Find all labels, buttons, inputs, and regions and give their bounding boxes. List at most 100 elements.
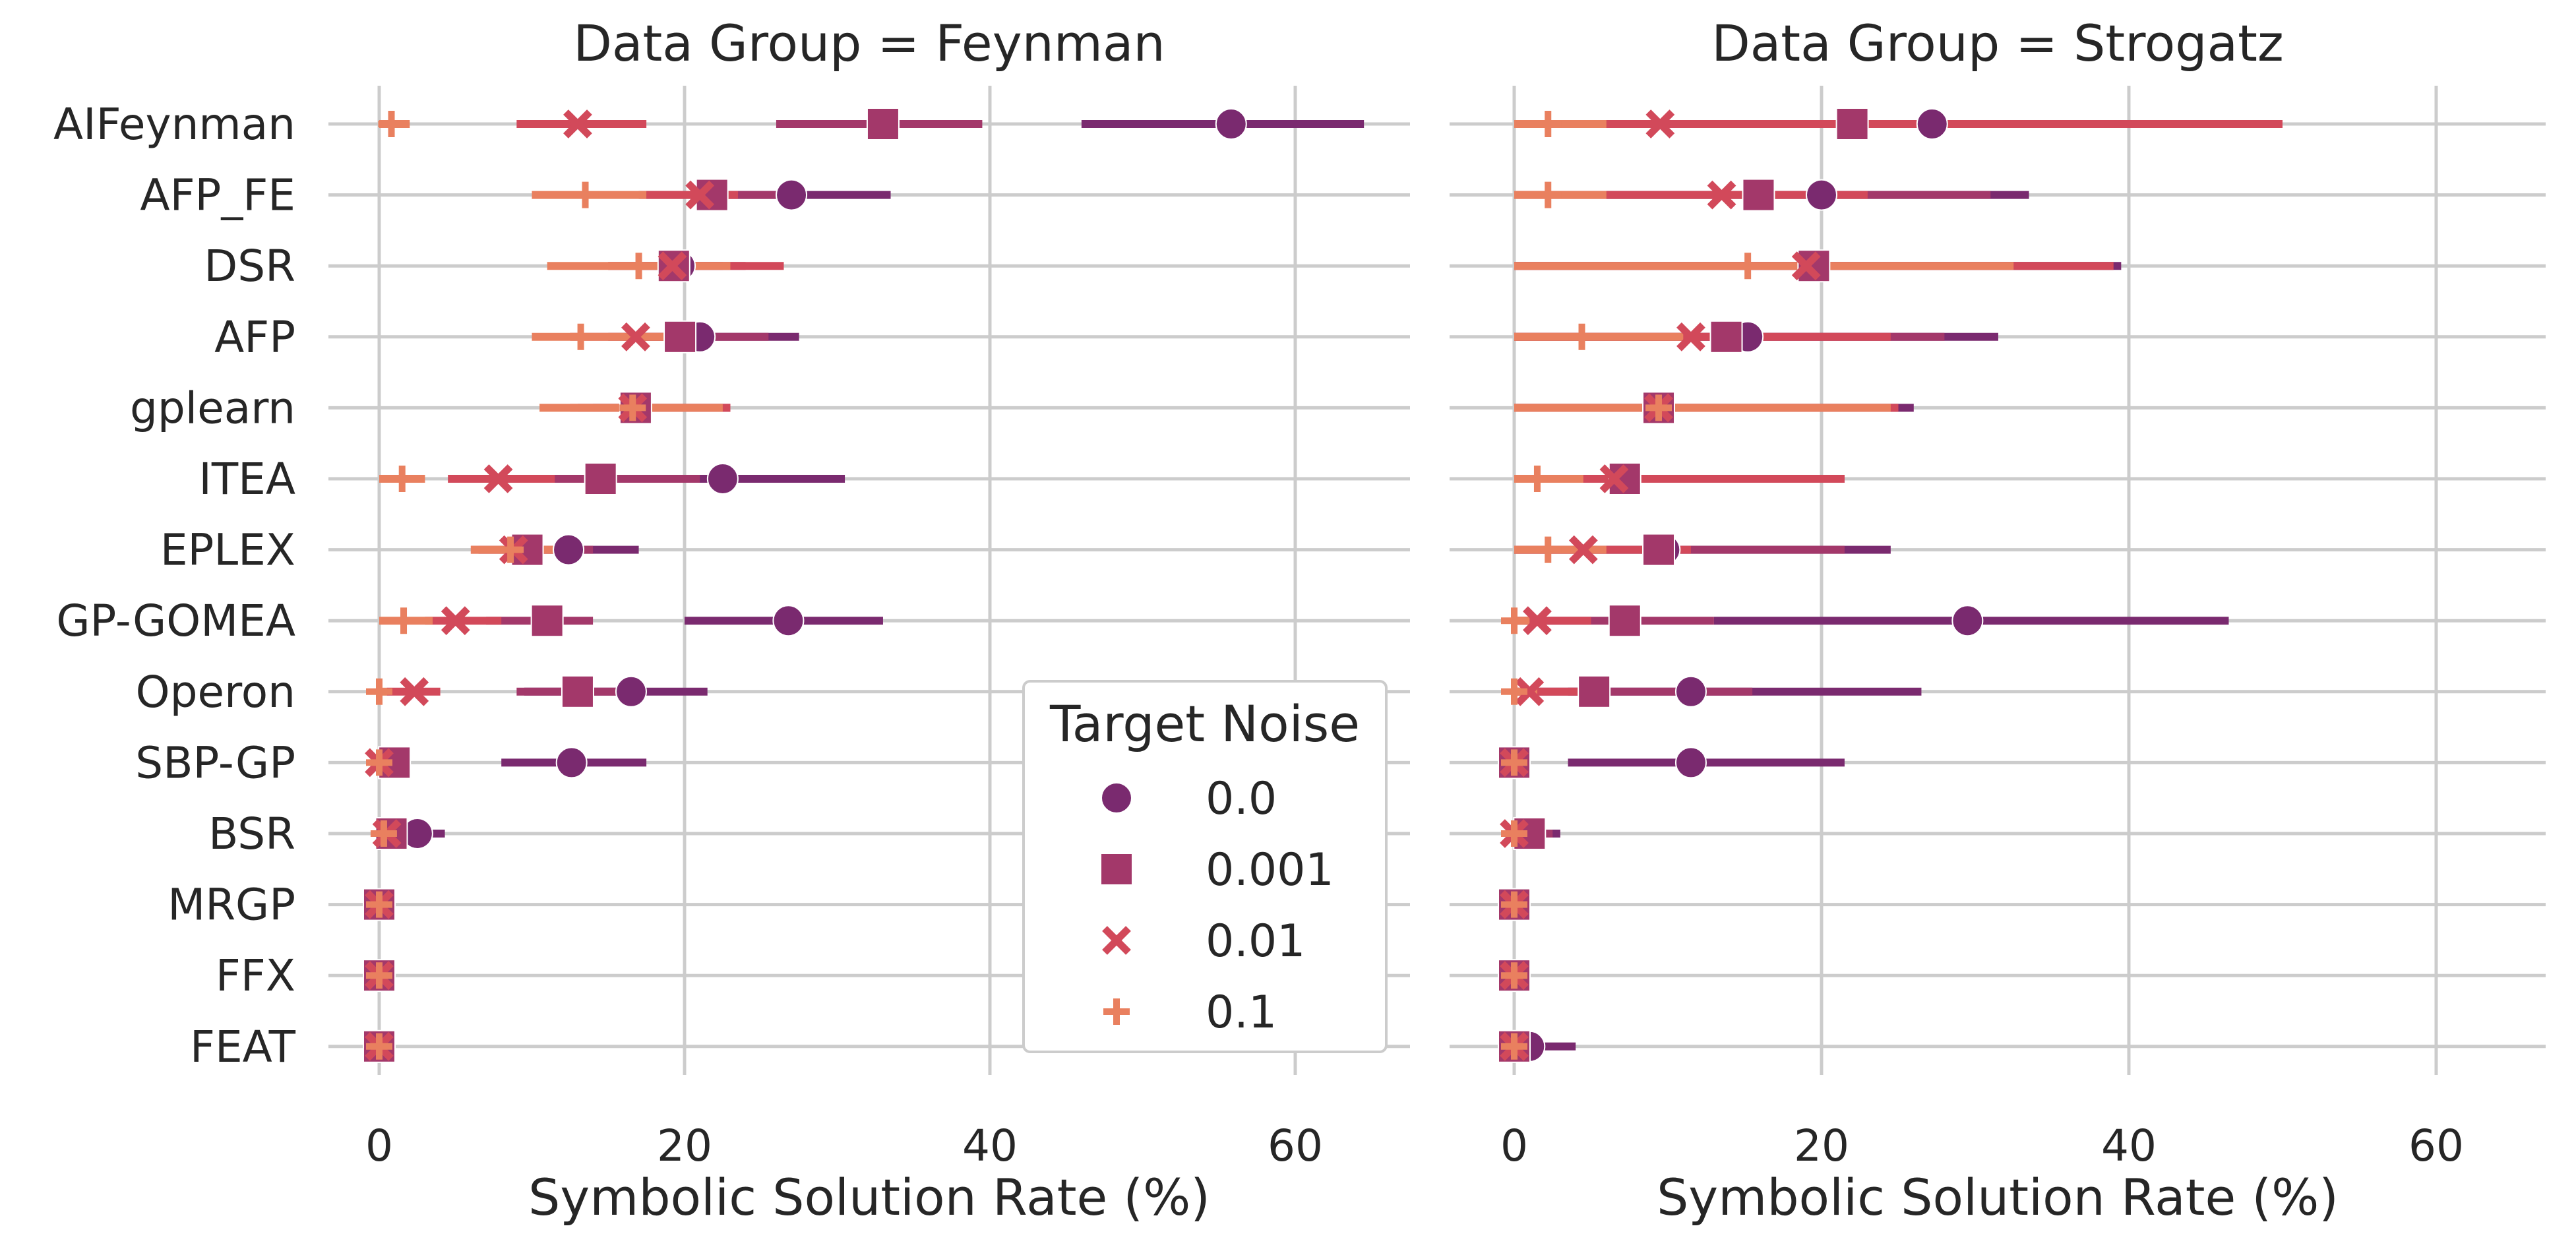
point-0-01-afp-fe xyxy=(1707,180,1736,210)
point-0-01-aifeynman xyxy=(1645,109,1675,138)
legend: Target Noise 0.0 0.001 0.01 0.1 xyxy=(1022,680,1388,1053)
point-0-1-afp-fe xyxy=(1535,181,1562,208)
point-0-1-aifeynman xyxy=(1535,111,1562,137)
point-0-01-afp xyxy=(621,322,650,351)
point-0-0-sbp-gp xyxy=(1674,747,1707,779)
legend-marker-0-01 xyxy=(1102,926,1131,955)
point-0-1-eplex xyxy=(1535,536,1562,563)
y-tick-label-gp-gomea: GP-GOMEA xyxy=(56,596,295,646)
y-tick-label-dsr: DSR xyxy=(204,241,295,291)
y-tick-label-sbp-gp: SBP-GP xyxy=(135,737,295,788)
point-0-01-dsr xyxy=(1791,251,1821,281)
legend-title: Target Noise xyxy=(1049,694,1360,753)
point-0-1-sbp-gp xyxy=(366,749,392,776)
point-0-01-afp xyxy=(1676,322,1705,351)
point-0-1-sbp-gp xyxy=(1501,749,1527,776)
point-0-001-eplex xyxy=(1642,533,1676,566)
point-0-0-operon xyxy=(1674,675,1707,708)
point-0-0-aifeynman xyxy=(1916,108,1948,140)
point-0-1-feat xyxy=(366,1033,392,1060)
point-0-1-aifeynman xyxy=(378,111,405,137)
y-tick-label-gplearn: gplearn xyxy=(130,382,295,433)
point-0-01-dsr xyxy=(658,251,687,281)
point-0-1-dsr xyxy=(1734,253,1762,280)
point-0-0-afp-fe xyxy=(1806,179,1837,211)
point-0-1-itea xyxy=(388,466,415,492)
point-0-0-afp-fe xyxy=(776,179,808,211)
legend-label-0-01: 0.01 xyxy=(1206,915,1305,967)
legend-frame xyxy=(1022,680,1388,1053)
y-tick-label-bsr: BSR xyxy=(208,809,295,859)
point-0-0-sbp-gp xyxy=(555,747,588,779)
x-tick-label: 40 xyxy=(2101,1120,2157,1171)
y-tick-label-feat: FEAT xyxy=(190,1022,296,1072)
point-0-1-mrgp xyxy=(366,891,392,918)
point-0-1-bsr xyxy=(370,820,397,847)
point-0-001-itea xyxy=(584,462,617,495)
legend-label-0-1: 0.1 xyxy=(1206,987,1277,1039)
point-0-01-aifeynman xyxy=(563,109,592,138)
point-0-001-operon xyxy=(1578,675,1611,708)
point-0-01-afp-fe xyxy=(685,180,715,210)
point-0-1-operon xyxy=(366,678,392,705)
point-0-1-afp-fe xyxy=(572,181,599,208)
legend-marker-0-001 xyxy=(1100,853,1133,886)
point-0-1-dsr xyxy=(625,253,652,280)
panel-title: Data Group = Strogatz xyxy=(1711,14,2284,73)
y-tick-label-mrgp: MRGP xyxy=(168,880,295,931)
point-0-0-eplex xyxy=(553,534,585,566)
y-tick-label-operon: Operon xyxy=(136,667,295,718)
x-tick-label: 20 xyxy=(657,1120,712,1171)
point-0-0-itea xyxy=(706,463,739,495)
panel-strogatz: Data Group = Strogatz 0 20 40 60 Symbolic Sol… xyxy=(1450,14,2546,1227)
point-0-1-eplex xyxy=(497,536,524,563)
x-tick-label: 40 xyxy=(962,1120,1018,1171)
y-tick-label-eplex: EPLEX xyxy=(160,525,295,576)
point-0-001-aifeynman xyxy=(866,107,900,140)
point-0-1-mrgp xyxy=(1501,891,1527,918)
point-0-01-operon xyxy=(400,677,429,706)
panel-title: Data Group = Feynman xyxy=(573,14,1165,73)
legend-label-0-001: 0.001 xyxy=(1206,844,1334,896)
point-0-01-itea xyxy=(1599,464,1629,493)
point-0-0-operon xyxy=(615,675,647,708)
legend-label-0-0: 0.0 xyxy=(1206,773,1277,825)
x-tick-label: 0 xyxy=(1500,1120,1528,1171)
x-tick-label: 60 xyxy=(1268,1120,1323,1171)
x-tick-label: 0 xyxy=(365,1120,393,1171)
point-0-1-gplearn xyxy=(1645,394,1672,421)
point-0-1-ffx xyxy=(1501,962,1527,989)
point-0-001-afp-fe xyxy=(1742,178,1775,212)
point-0-1-afp xyxy=(1568,323,1595,350)
x-axis-label: Symbolic Solution Rate (%) xyxy=(528,1168,1210,1227)
legend-marker-0-1 xyxy=(1103,998,1130,1025)
point-0-0-aifeynman xyxy=(1215,108,1247,140)
point-0-001-afp xyxy=(663,320,697,353)
point-0-0-gp-gomea xyxy=(1951,605,1984,637)
point-0-1-bsr xyxy=(1501,820,1527,847)
point-0-01-eplex xyxy=(1568,535,1598,565)
point-0-1-feat xyxy=(1501,1033,1527,1060)
point-0-1-gplearn xyxy=(619,394,646,421)
point-0-001-gp-gomea xyxy=(1608,604,1641,638)
point-0-01-operon xyxy=(1515,677,1545,706)
point-0-0-gp-gomea xyxy=(772,605,805,637)
y-tick-label-ffx: FFX xyxy=(216,950,295,1001)
point-0-001-operon xyxy=(561,675,594,708)
x-tick-label: 60 xyxy=(2408,1120,2464,1171)
y-tick-label-itea: ITEA xyxy=(199,454,295,504)
point-0-001-afp xyxy=(1709,320,1743,353)
point-0-01-gp-gomea xyxy=(441,606,470,636)
panel-feynman: Data Group = Feynman 0 20 40 60 Symbolic Solu… xyxy=(53,14,1410,1227)
x-axis-label: Symbolic Solution Rate (%) xyxy=(1657,1168,2339,1227)
y-tick-label-aifeynman: AIFeynman xyxy=(53,99,295,150)
point-0-01-gp-gomea xyxy=(1523,606,1552,636)
point-0-1-ffx xyxy=(366,962,392,989)
point-0-1-operon xyxy=(1501,678,1527,705)
point-0-1-gp-gomea xyxy=(390,607,417,634)
point-0-001-aifeynman xyxy=(1835,107,1869,140)
point-0-01-itea xyxy=(483,464,513,493)
point-0-001-gp-gomea xyxy=(530,604,564,638)
legend-marker-0-0 xyxy=(1101,782,1132,814)
